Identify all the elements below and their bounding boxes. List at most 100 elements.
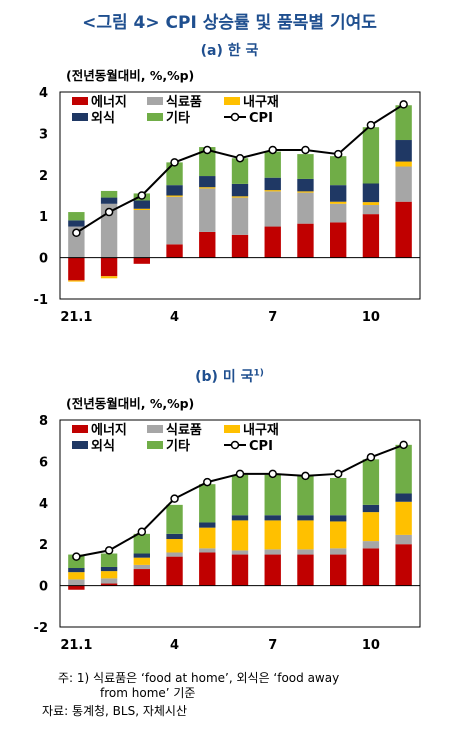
bar-segment-other <box>166 504 183 534</box>
bar-segment-dining <box>264 177 281 191</box>
bar-segment-energy <box>199 231 216 258</box>
bar-segment-energy <box>199 552 216 586</box>
bar-segment-food <box>330 548 347 555</box>
bar-segment-food <box>199 548 216 553</box>
cpi-marker <box>170 494 179 503</box>
bar-segment-durables <box>133 557 150 565</box>
bar-segment-food <box>231 550 249 555</box>
bar-segment-dining <box>166 533 183 540</box>
bar-segment-dining <box>133 553 150 558</box>
cpi-marker <box>203 145 212 155</box>
bar-segment-food <box>68 579 85 586</box>
bar-segment-dining <box>362 504 380 513</box>
bar-segment-dining <box>100 566 118 572</box>
bar-segment-energy <box>133 257 150 264</box>
legend-label-food: 식료품 <box>166 94 202 110</box>
y-tick-label: 4 <box>39 86 48 101</box>
legend-swatch-energy <box>72 97 88 105</box>
cpi-marker <box>333 469 343 479</box>
cpi-marker <box>301 145 310 155</box>
cpi-marker <box>104 546 114 555</box>
legend-label-other: 기타 <box>166 438 190 454</box>
bar-segment-energy <box>231 234 249 258</box>
cpi-marker <box>333 149 343 159</box>
bar-segment-energy <box>264 554 281 586</box>
bar-segment-other <box>395 105 412 141</box>
y-tick-label: 8 <box>39 414 48 429</box>
bar-segment-durables <box>362 202 380 206</box>
bar-segment-durables <box>395 161 412 167</box>
chart-b-subtitle-sup: 1) <box>253 368 264 379</box>
bar-segment-durables <box>199 187 216 189</box>
y-tick-label: 1 <box>39 210 48 225</box>
bar-segment-durables <box>297 191 314 193</box>
bar-segment-durables <box>100 571 118 579</box>
cpi-marker <box>104 207 114 217</box>
bar-segment-other <box>133 533 150 554</box>
bar-segment-other <box>68 212 85 221</box>
bar-segment-food <box>68 226 85 258</box>
bar-segment-food <box>330 203 347 223</box>
bar-segment-durables <box>330 201 347 204</box>
figure-title: <그림 4> CPI 상승률 및 품목별 기여도 <box>82 13 377 33</box>
cpi-marker <box>203 477 212 487</box>
chart-b-subtitle-text: (b) 미 국 <box>195 369 254 385</box>
bar-segment-food <box>199 188 216 232</box>
x-tick-label: 7 <box>268 310 277 325</box>
cpi-marker <box>366 120 376 130</box>
bar-segment-food <box>395 534 412 545</box>
legend-swatch-food <box>147 425 163 433</box>
bar-segment-energy <box>166 556 183 586</box>
legend-swatch-dining <box>72 113 88 121</box>
bar-segment-durables <box>264 520 281 550</box>
bar-segment-other <box>264 474 281 516</box>
footnote-line-1: 주: 1) 식료품은 ‘food at home’, 외식은 ‘food awa… <box>58 671 340 685</box>
x-tick-label: 10 <box>362 310 380 325</box>
bar-segment-durables <box>297 520 314 550</box>
legend-label-food: 식료품 <box>166 422 202 438</box>
x-tick-label: 4 <box>170 310 179 325</box>
bar-segment-dining <box>395 493 412 502</box>
cpi-marker <box>268 145 277 155</box>
chart-a-korea: -1 0 1 2 3 4 21.1 4 7 10 (전년동월대비, %,%p) 에너지 식료품 내구재외식… <box>34 68 421 325</box>
bar-segment-dining <box>231 515 249 521</box>
bar-segment-dining <box>330 515 347 522</box>
bar-segment-dining <box>231 183 249 197</box>
bar-segment-energy <box>166 244 183 258</box>
x-tick-label: 4 <box>170 638 179 653</box>
legend-swatch-energy <box>72 425 88 433</box>
bar-segment-food <box>166 552 183 557</box>
bar-segment-other <box>330 477 347 516</box>
legend-label-durables: 내구재 <box>243 422 279 438</box>
legend-label-other: 기타 <box>166 110 190 126</box>
y-tick-label: -2 <box>34 621 48 636</box>
unit-label: (전년동월대비, %,%p) <box>66 68 194 83</box>
bar-segment-energy <box>264 226 281 258</box>
bar-segment-other <box>100 190 118 198</box>
bar-segment-durables <box>166 195 183 197</box>
bar-segment-food <box>166 196 183 245</box>
bar-segment-dining <box>362 183 380 203</box>
bar-segment-dining <box>166 185 183 196</box>
cpi-marker <box>366 453 376 462</box>
bar-segment-dining <box>133 200 150 209</box>
legend-swatch-other <box>147 441 163 449</box>
bar-segment-food <box>100 578 118 584</box>
chart-b-usa: -2 0 2 4 6 8 21.1 4 7 10 (전년동월대비, %,%p) 에너지 식료품 내구재외식… <box>34 396 421 653</box>
bar-segment-durables <box>100 276 118 279</box>
cpi-marker <box>399 440 408 450</box>
bar-segment-dining <box>100 197 118 204</box>
cpi-marker <box>137 527 147 537</box>
bar-segment-energy <box>68 257 85 281</box>
bar-segment-dining <box>395 140 412 162</box>
legend-swatch-durables <box>224 425 240 433</box>
legend-label-dining: 외식 <box>91 110 115 126</box>
source-line: 자료: 통계청, BLS, 자체시산 <box>42 704 188 718</box>
bar-segment-energy <box>297 554 314 586</box>
bar-segment-energy <box>395 544 412 586</box>
bar-segment-energy <box>231 554 249 586</box>
cpi-marker <box>170 158 179 167</box>
bar-segment-dining <box>264 515 281 521</box>
chart-b-subtitle: (b) 미 국1) <box>0 366 459 386</box>
y-tick-label: 4 <box>39 497 48 512</box>
